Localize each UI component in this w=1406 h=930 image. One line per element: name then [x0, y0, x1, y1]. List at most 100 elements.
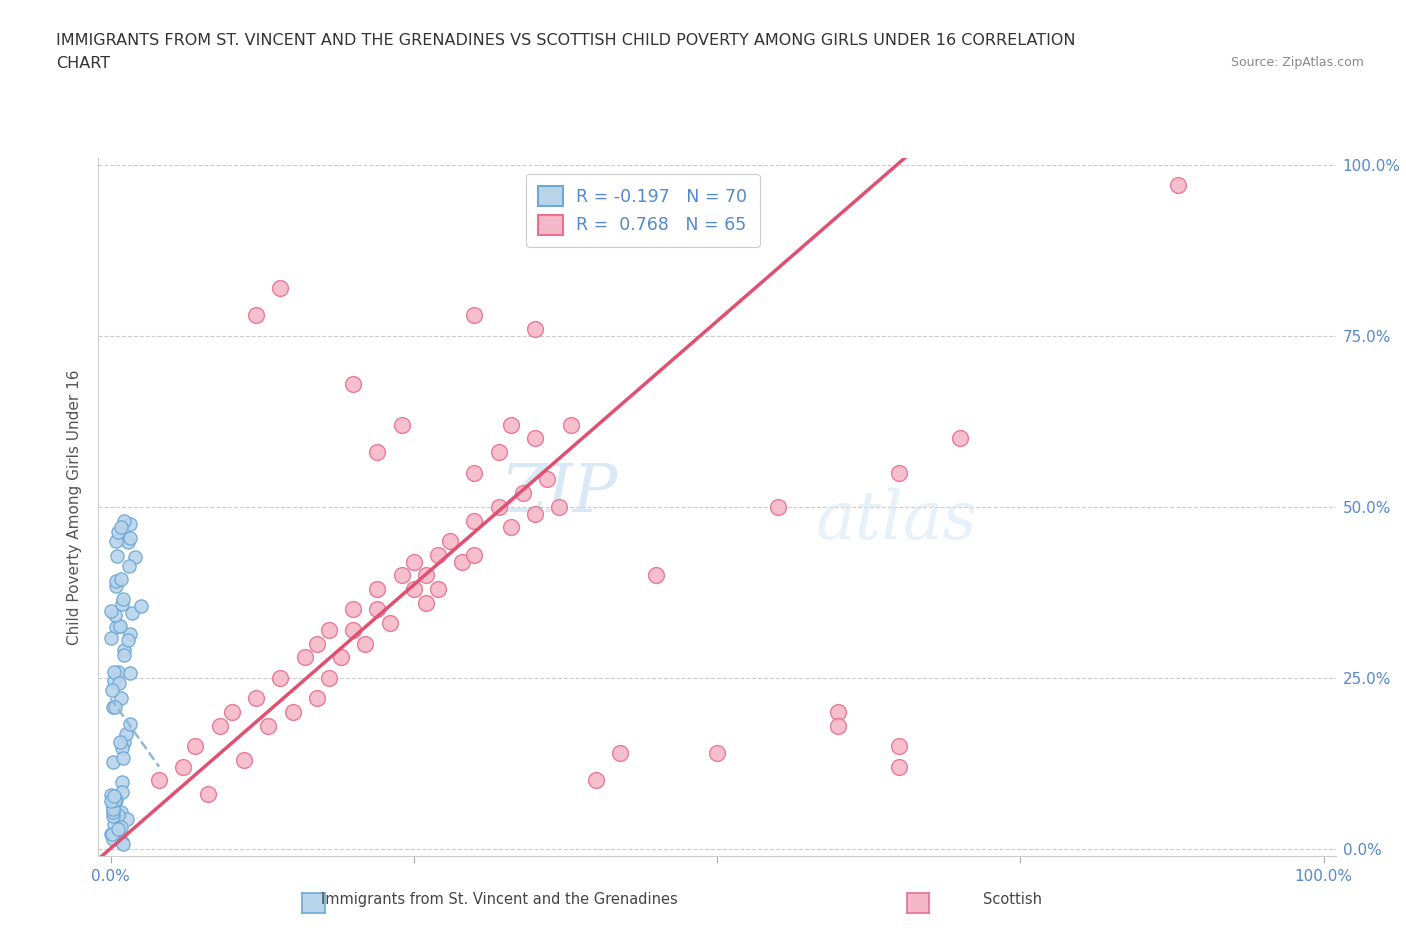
Text: Scottish: Scottish [983, 892, 1042, 907]
Point [110, 690, 132, 705]
Point [110, 819, 132, 834]
Point [103, 831, 125, 846]
Point [100, 787, 122, 802]
Point [124, 550, 146, 565]
Point [887, 465, 910, 480]
Point [100, 604, 122, 618]
Point [245, 691, 267, 706]
Point [105, 549, 128, 564]
Point [342, 377, 364, 392]
Point [101, 802, 124, 817]
Point [101, 755, 124, 770]
Point [110, 571, 132, 586]
Point [129, 598, 152, 613]
Point [512, 485, 534, 500]
Point [101, 794, 124, 809]
Point [121, 605, 143, 620]
Point [524, 322, 547, 337]
Point [111, 530, 134, 545]
Point [887, 738, 910, 753]
Point [548, 499, 571, 514]
Text: atlas: atlas [815, 488, 977, 553]
Point [104, 793, 127, 808]
Point [342, 602, 364, 617]
Point [118, 559, 141, 574]
Point [439, 534, 461, 549]
Point [827, 705, 849, 720]
Point [560, 418, 582, 432]
Point [294, 650, 316, 665]
Text: ZIP: ZIP [501, 460, 619, 525]
Point [107, 665, 129, 680]
Point [499, 418, 522, 432]
Point [107, 675, 129, 690]
Point [111, 740, 134, 755]
Point [463, 308, 485, 323]
Point [120, 627, 142, 642]
Point [112, 513, 135, 528]
Text: Source: ZipAtlas.com: Source: ZipAtlas.com [1230, 56, 1364, 69]
Point [115, 726, 138, 741]
Text: IMMIGRANTS FROM ST. VINCENT AND THE GRENADINES VS SCOTTISH CHILD POVERTY AMONG G: IMMIGRANTS FROM ST. VINCENT AND THE GREN… [56, 33, 1076, 47]
Point [111, 751, 134, 765]
Point [104, 792, 127, 807]
Point [103, 817, 125, 831]
Point [103, 674, 125, 689]
Point [120, 516, 142, 531]
Point [245, 308, 267, 323]
Point [391, 418, 413, 432]
Text: CHART: CHART [56, 56, 110, 71]
Point [524, 431, 547, 445]
Point [103, 804, 125, 819]
Point [148, 773, 170, 788]
Point [463, 513, 485, 528]
Point [366, 602, 388, 617]
Point [105, 534, 128, 549]
Point [269, 671, 291, 685]
Point [107, 822, 129, 837]
Point [110, 618, 132, 633]
Point [107, 808, 129, 823]
Point [233, 752, 256, 767]
Point [366, 445, 388, 459]
Point [101, 699, 124, 714]
Point [108, 735, 131, 750]
Point [111, 834, 134, 849]
Legend: R = -0.197   N = 70, R =  0.768   N = 65: R = -0.197 N = 70, R = 0.768 N = 65 [526, 174, 759, 246]
Point [342, 622, 364, 637]
Point [104, 792, 127, 807]
Point [378, 616, 401, 631]
Point [463, 547, 485, 562]
Y-axis label: Child Poverty Among Girls Under 16: Child Poverty Among Girls Under 16 [67, 369, 83, 644]
Point [706, 746, 728, 761]
Point [330, 650, 353, 665]
Point [766, 499, 789, 514]
Point [103, 795, 125, 810]
Point [427, 581, 450, 596]
Point [101, 683, 124, 698]
Point [111, 785, 134, 800]
Point [105, 578, 128, 593]
Point [609, 746, 631, 761]
Point [645, 568, 668, 583]
Point [451, 554, 474, 569]
Point [463, 465, 485, 480]
Point [103, 808, 125, 823]
Point [415, 568, 437, 583]
Point [827, 718, 849, 733]
Point [118, 666, 141, 681]
Point [111, 775, 134, 790]
Point [257, 718, 280, 733]
Point [104, 699, 127, 714]
Point [107, 618, 129, 633]
Point [499, 520, 522, 535]
Point [101, 798, 124, 813]
Point [100, 631, 122, 645]
Point [281, 705, 304, 720]
Point [427, 547, 450, 562]
Point [269, 281, 291, 296]
Point [101, 799, 124, 814]
Point [110, 519, 132, 534]
Point [110, 804, 132, 819]
Point [120, 530, 142, 545]
